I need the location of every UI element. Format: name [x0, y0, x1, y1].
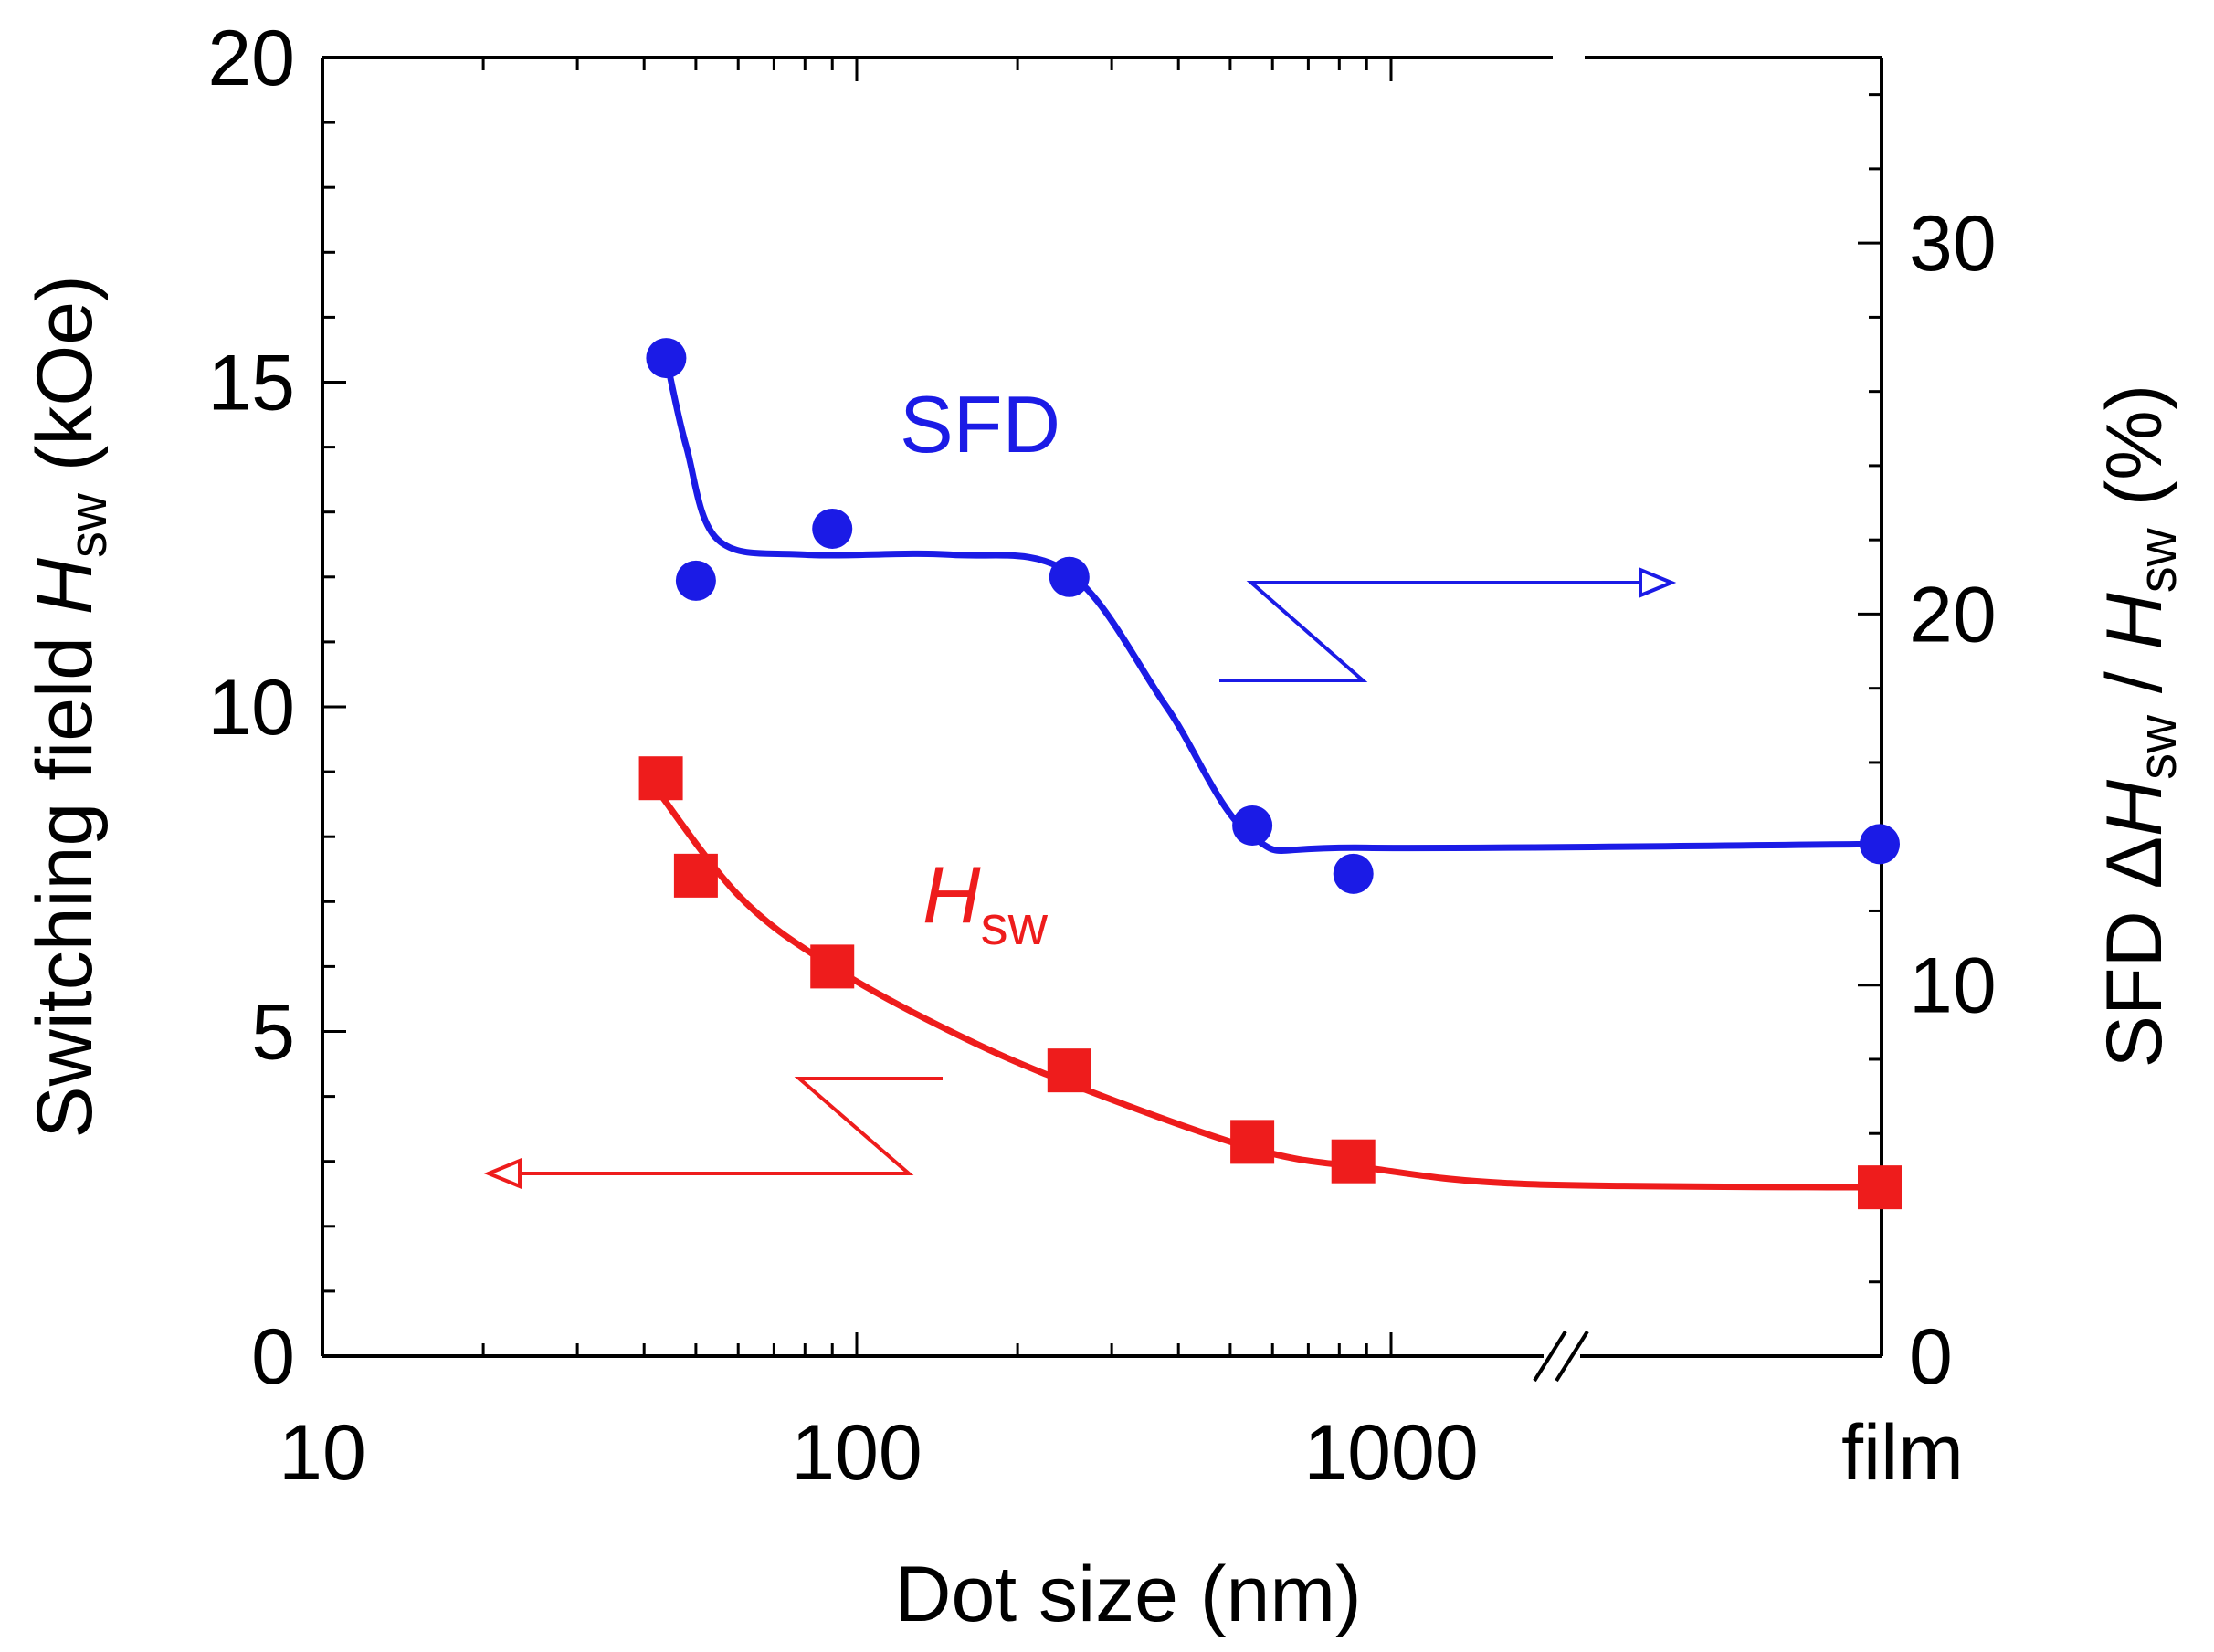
hsw-point — [638, 756, 683, 801]
x-tick-label: 100 — [791, 1409, 922, 1497]
axis-ticks — [321, 56, 1882, 1358]
right-tick-label: 30 — [1909, 200, 1997, 288]
hsw-markers — [638, 756, 1902, 1210]
x-tick-label: 10 — [279, 1409, 366, 1497]
right-axis-title: SFD ΔHsw / Hsw (%) — [2091, 384, 2188, 1068]
sfd-point — [646, 338, 687, 379]
x-axis-title: Dot size (nm) — [894, 1551, 1361, 1638]
left-tick-label: 5 — [251, 989, 295, 1077]
sfd-series-label: SFD — [900, 379, 1060, 469]
axis-break-mark-1 — [1533, 1330, 1567, 1383]
left-tick-label: 20 — [207, 15, 295, 102]
hsw-point — [1331, 1139, 1376, 1184]
sfd-point — [1860, 824, 1900, 865]
plot-frame — [321, 56, 1883, 1383]
hsw-left-axis-arrow — [483, 1077, 943, 1189]
right-tick-label: 0 — [1909, 1313, 1953, 1401]
sfd-point — [1232, 805, 1273, 847]
left-tick-label: 15 — [207, 340, 295, 427]
hsw-point — [810, 944, 855, 989]
left-tick-label: 0 — [251, 1313, 295, 1401]
right-tick-label: 10 — [1909, 942, 1997, 1030]
sfd-point — [812, 508, 853, 549]
sfd-arrow-zigzag — [1219, 581, 1653, 682]
right-tick-label: 20 — [1909, 571, 1997, 658]
hsw-point — [1858, 1165, 1902, 1210]
hsw-arrow-zigzag — [507, 1077, 943, 1175]
left-axis-title: Switching field Hsw (kOe) — [21, 275, 118, 1139]
sfd-right-axis-arrow — [1219, 567, 1677, 682]
hsw-series-label: Hsw — [922, 849, 1049, 956]
left-tick-label: 10 — [207, 664, 295, 752]
hsw-point — [1230, 1120, 1275, 1164]
sfd-point — [1049, 556, 1090, 597]
x-tick-label: 1000 — [1303, 1409, 1478, 1497]
sfd-point — [1333, 853, 1374, 894]
hsw-arrow-head — [483, 1158, 522, 1189]
axis-break-mark-2 — [1555, 1330, 1589, 1383]
sfd-point — [675, 560, 716, 601]
hsw-point — [1047, 1048, 1091, 1093]
x-tick-label: film — [1841, 1409, 1964, 1497]
sfd-fit-curve — [663, 357, 1881, 854]
sfd-arrow-head — [1639, 567, 1677, 598]
sfd-markers — [646, 338, 1900, 894]
hsw-fit-curve — [641, 769, 1881, 1191]
hsw-point — [673, 853, 718, 898]
